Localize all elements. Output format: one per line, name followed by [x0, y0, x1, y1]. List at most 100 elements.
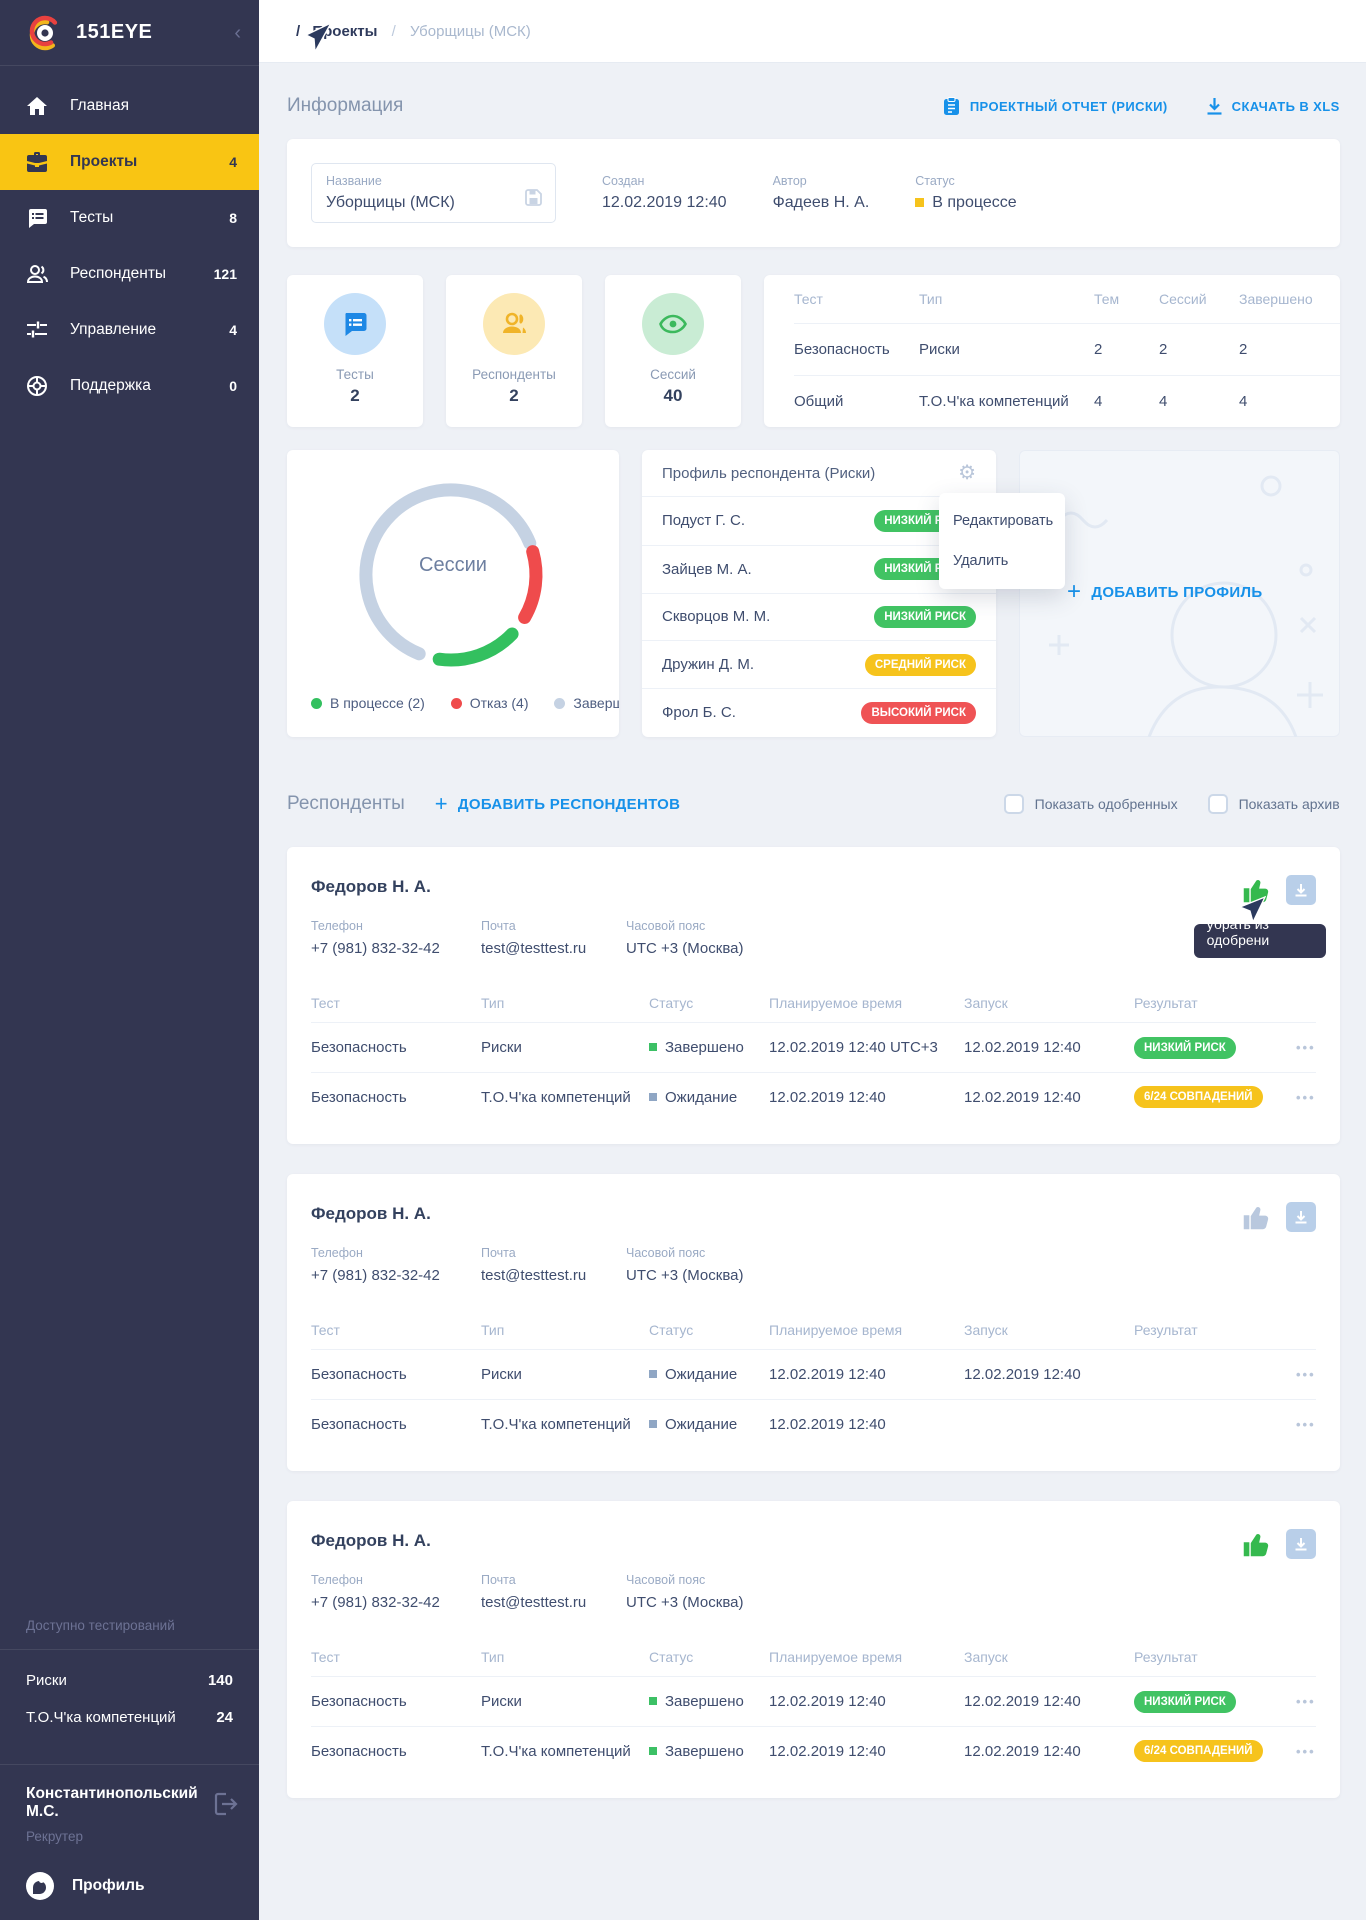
- archive-button[interactable]: [1285, 1529, 1316, 1559]
- sidebar-item-projects[interactable]: Проекты 4: [0, 134, 259, 190]
- sidebar-item-home[interactable]: Главная: [0, 78, 259, 134]
- thumbs-up-icon[interactable]: [1242, 1203, 1270, 1231]
- list-item: Дружин Д. М. СРЕДНИЙ РИСК: [642, 640, 996, 688]
- add-profile-card: + ДОБАВИТЬ ПРОФИЛЬ: [1019, 450, 1340, 737]
- respondent-name: Федоров Н. А.: [311, 877, 431, 896]
- status-badge: В процессе: [932, 194, 1017, 211]
- sidebar-item-respondents[interactable]: Респонденты 121: [0, 246, 259, 302]
- donut-title: Сессии: [419, 554, 487, 576]
- user-role: Рекрутер: [26, 1829, 83, 1844]
- timezone-field: Часовой пояс UTC +3 (Москва): [626, 1573, 744, 1611]
- phone-field: Телефон +7 (981) 832-32-42: [311, 1246, 440, 1284]
- risk-badge: СРЕДНИЙ РИСК: [864, 653, 976, 676]
- home-icon: [27, 97, 47, 115]
- sidebar-item-tests[interactable]: Тесты 8: [0, 190, 259, 246]
- user-block: Константинопольский М.С. Рекрутер: [0, 1765, 259, 1858]
- phone-field: Телефон +7 (981) 832-32-42: [311, 919, 440, 957]
- people-icon: [26, 265, 48, 283]
- sliders-icon: [27, 321, 47, 338]
- tests-icon: [29, 209, 47, 228]
- project-report-button[interactable]: ПРОЕКТНЫЙ ОТЧЕТ (РИСКИ): [942, 96, 1168, 116]
- sidebar-footer: Доступно тестирований Риски 140 Т.О.Ч'ка…: [0, 1618, 259, 1920]
- respondent-card: Федоров Н. А. убрать из одобрени Телефон…: [287, 847, 1340, 1144]
- thumbs-up-icon[interactable]: [1242, 1530, 1270, 1558]
- row-menu-button[interactable]: •••: [1296, 1367, 1316, 1382]
- respondent-name: Федоров Н. А.: [311, 1204, 431, 1223]
- add-profile-button[interactable]: + ДОБАВИТЬ ПРОФИЛЬ: [1067, 578, 1263, 605]
- status-square-green: [649, 1697, 657, 1705]
- sidebar: 151EYE ‹ Главная Проекты 4 Тесты 8 Респо…: [0, 0, 259, 1920]
- row-menu-button[interactable]: •••: [1296, 1416, 1316, 1432]
- breadcrumb-bar: / Проекты / Уборщицы (МСК): [259, 0, 1366, 63]
- sessions-donut-chart: [359, 483, 543, 667]
- clipboard-icon: [943, 96, 959, 115]
- profile-panel-title: Профиль респондента (Риски): [662, 464, 876, 482]
- created-field: Создан 12.02.2019 12:40: [602, 174, 727, 211]
- status-square-yellow: [915, 198, 925, 207]
- email-field: Почта test@testtest.ru: [481, 919, 587, 957]
- legend-dot-green: [311, 698, 322, 709]
- project-name-field[interactable]: Название Уборщицы (МСК): [311, 163, 556, 223]
- eye-icon: [659, 314, 687, 334]
- logout-icon[interactable]: [213, 1791, 239, 1817]
- table-row: Безопасность Т.О.Ч'ка компетенций Заверш…: [311, 1726, 1316, 1775]
- stat-card-tests: Тесты 2: [287, 275, 423, 427]
- menu-item-delete[interactable]: Удалить: [953, 553, 1009, 569]
- legend-dot-gray: [554, 698, 566, 709]
- thumbs-up-icon[interactable]: [1242, 876, 1270, 904]
- email-field: Почта test@testtest.ru: [481, 1246, 587, 1284]
- approve-tooltip: убрать из одобрени: [1193, 924, 1326, 958]
- gear-icon[interactable]: ⚙: [958, 462, 976, 484]
- menu-item-edit[interactable]: Редактировать: [953, 513, 1054, 529]
- chat-icon: [345, 313, 367, 336]
- table-row: Безопасность Риски Ожидание 12.02.2019 1…: [311, 1366, 1316, 1383]
- filter-show-approved[interactable]: Показать одобренных: [1003, 794, 1178, 814]
- row-menu-button[interactable]: •••: [1296, 1040, 1316, 1055]
- tests-table-header: Тест Тип Тем Сессий Завершено: [794, 275, 1340, 324]
- support-icon: [27, 376, 47, 396]
- table-row: Безопасность Риски Завершено 12.02.2019 …: [311, 1677, 1316, 1726]
- gear-dropdown-menu: Редактировать Удалить: [939, 493, 1065, 589]
- box-arrow-down-icon: [1295, 884, 1307, 897]
- checkbox-icon[interactable]: [1207, 794, 1228, 814]
- mouse-cursor-icon: [305, 22, 333, 55]
- save-icon[interactable]: [524, 188, 543, 207]
- breadcrumb-current: Уборщицы (МСК): [409, 22, 531, 40]
- project-tests-table: Тест Тип Тем Сессий Завершено Безопасность…: [764, 275, 1340, 427]
- status-field: Статус В процессе: [915, 174, 1017, 211]
- download-xls-button[interactable]: СКАЧАТЬ В XLS: [1206, 97, 1340, 116]
- profile-link[interactable]: Профиль: [0, 1858, 259, 1900]
- user-name: Константинопольский М.С.: [26, 1785, 198, 1820]
- status-square-green: [649, 1746, 657, 1755]
- add-respondents-button[interactable]: + ДОБАВИТЬ РЕСПОНДЕНТОВ: [434, 791, 681, 816]
- sidebar-collapse-button[interactable]: ‹: [234, 21, 241, 44]
- sidebar-item-support[interactable]: Поддержка 0: [0, 358, 259, 414]
- row-menu-button[interactable]: •••: [1296, 1089, 1316, 1105]
- row-menu-button[interactable]: •••: [1296, 1743, 1316, 1759]
- page-title: Информация: [287, 95, 404, 116]
- stat-card-respondents: Респонденты 2: [446, 275, 582, 427]
- result-badge: 6/24 СОВПАДЕНИЙ: [1134, 1740, 1263, 1762]
- result-badge: НИЗКИЙ РИСК: [1134, 1036, 1236, 1059]
- row-menu-button[interactable]: •••: [1296, 1694, 1316, 1709]
- avatar-icon: [26, 1872, 54, 1900]
- timezone-field: Часовой пояс UTC +3 (Москва): [626, 1246, 744, 1284]
- respondent-card: Федоров Н. А. Телефон +7 (981) 832-32-42 …: [287, 1174, 1340, 1471]
- plus-icon: +: [434, 791, 448, 816]
- archive-button[interactable]: [1285, 1202, 1316, 1232]
- project-name-value[interactable]: Уборщицы (МСК): [326, 194, 455, 211]
- table-row: Безопасность Риски Завершено 12.02.2019 …: [311, 1023, 1316, 1072]
- timezone-field: Часовой пояс UTC +3 (Москва): [626, 919, 744, 957]
- mouse-cursor-icon: [1237, 895, 1266, 924]
- filter-show-archive[interactable]: Показать архив: [1207, 794, 1340, 814]
- divider: [0, 1764, 259, 1765]
- donut-legend: В процессе (2) Отказ (4) Завершено (1: [311, 695, 619, 711]
- checkbox-icon[interactable]: [1003, 794, 1024, 814]
- sidebar-item-management[interactable]: Управление 4: [0, 302, 259, 358]
- archive-button[interactable]: [1285, 875, 1316, 905]
- brand-name: 151EYE: [76, 21, 153, 43]
- author-field: Автор Фадеев Н. А.: [772, 174, 870, 211]
- list-item: Скворцов М. М. НИЗКИЙ РИСК: [642, 592, 996, 641]
- eye-logo-icon: [29, 15, 61, 50]
